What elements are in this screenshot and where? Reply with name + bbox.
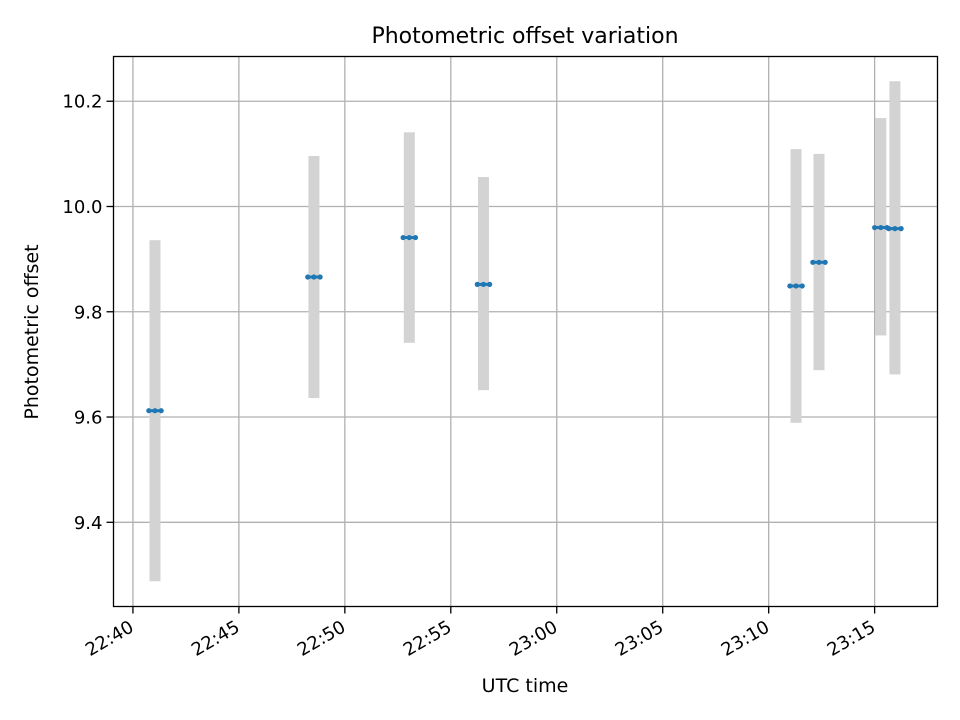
data-point (787, 283, 793, 289)
data-point (305, 274, 311, 280)
data-point (487, 281, 493, 287)
y-tick-label: 9.6 (74, 408, 103, 429)
data-point (400, 234, 406, 241)
y-tick-label: 9.4 (74, 513, 103, 534)
x-axis-label: UTC time (482, 675, 569, 697)
data-point (793, 283, 799, 289)
data-point (878, 224, 884, 231)
plot-frame (112, 55, 939, 608)
y-axis-label: Photometric offset (21, 244, 43, 419)
data-point (892, 226, 898, 232)
chart-title: Photometric offset variation (371, 24, 678, 49)
data-point (872, 224, 878, 231)
y-tick-label: 10.0 (62, 197, 102, 218)
data-point (822, 259, 828, 265)
data-point (886, 226, 892, 232)
data-point (816, 259, 822, 265)
data-point (480, 281, 487, 287)
data-point (146, 408, 152, 414)
data-point (799, 283, 805, 289)
data-point (412, 234, 419, 241)
data-point (810, 259, 816, 265)
y-tick-label: 9.8 (74, 302, 103, 323)
data-point (474, 281, 480, 287)
y-tick-label: 10.2 (62, 92, 102, 113)
data-point (158, 408, 164, 414)
data-point (898, 226, 904, 232)
data-marks (146, 81, 904, 582)
data-point (311, 274, 317, 280)
data-point (152, 408, 158, 414)
data-point (406, 234, 412, 241)
data-point (317, 274, 323, 280)
y-axis-ticks: 9.4 9.6 9.8 10.0 10.2 (62, 92, 114, 534)
